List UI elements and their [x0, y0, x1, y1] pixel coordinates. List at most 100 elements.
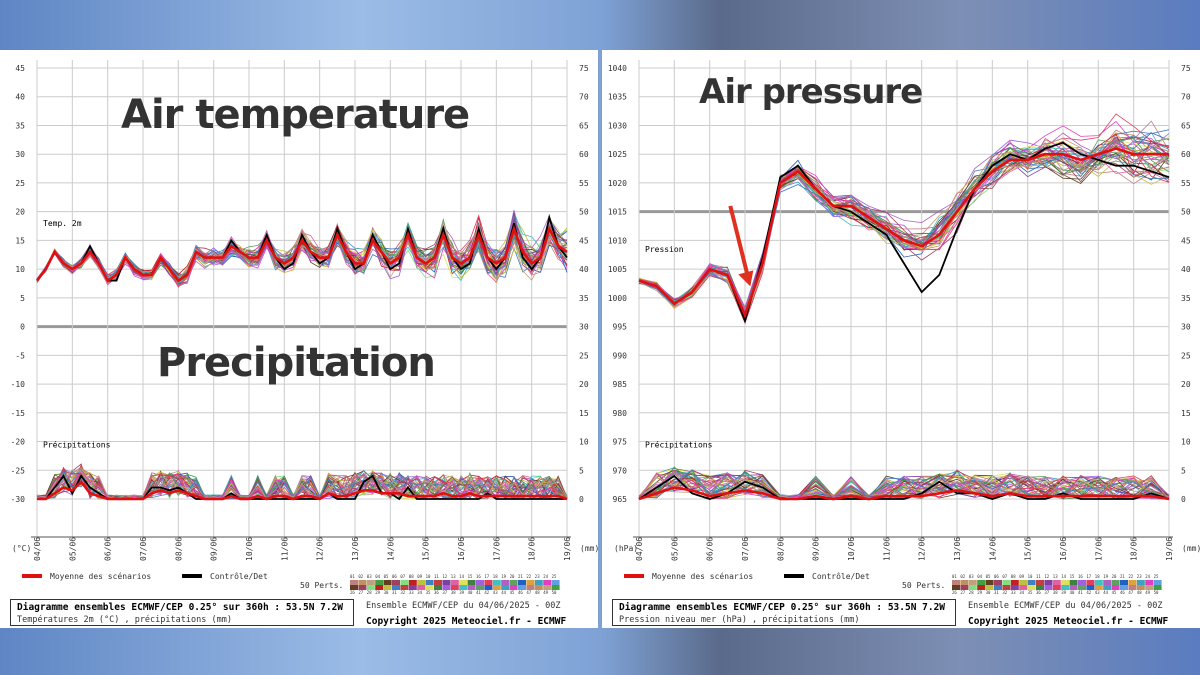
- member-number: 35: [1028, 590, 1033, 595]
- y-tick-label: 990: [613, 351, 628, 360]
- member-number: 45: [1112, 590, 1117, 595]
- member-color-swatch: [1010, 580, 1019, 585]
- y2-tick-label: 15: [1181, 409, 1191, 418]
- member-number: 18: [493, 574, 498, 579]
- member-number: 49: [543, 590, 548, 595]
- ensemble-member-precip-line: [638, 473, 1170, 500]
- member-number: 22: [526, 574, 531, 579]
- ensemble-member-line: [638, 142, 1170, 321]
- member-number: 47: [1128, 590, 1133, 595]
- member-number: 05: [986, 574, 991, 579]
- date-tick-label: 16/06: [1059, 537, 1068, 561]
- member-color-swatch: [968, 585, 977, 590]
- y-tick-label: 20: [15, 208, 25, 217]
- member-number: 38: [1053, 590, 1058, 595]
- member-color-swatch: [534, 585, 543, 590]
- member-number: 32: [400, 590, 405, 595]
- member-color-swatch: [960, 580, 969, 585]
- member-number: 11: [1036, 574, 1041, 579]
- y2-tick-label: 15: [579, 409, 589, 418]
- member-number: 11: [434, 574, 439, 579]
- member-number: 20: [510, 574, 515, 579]
- ensemble-member-precip-line: [638, 470, 1170, 500]
- y2-tick-label: 5: [579, 466, 584, 475]
- date-tick-label: 17/06: [492, 537, 501, 561]
- y-tick-label: 985: [613, 380, 628, 389]
- member-number: 13: [451, 574, 456, 579]
- y-tick-label: -5: [15, 351, 25, 360]
- member-number: 43: [1095, 590, 1100, 595]
- y-tick-label: -30: [11, 495, 26, 504]
- member-number: 07: [400, 574, 405, 579]
- ensemble-member-precip-line: [36, 469, 568, 500]
- member-number: 18: [1095, 574, 1100, 579]
- member-color-swatch: [392, 585, 400, 590]
- member-color-swatch: [1145, 580, 1154, 585]
- member-number: 13: [1053, 574, 1058, 579]
- y2-tick-label: 70: [1181, 93, 1191, 102]
- member-color-swatch: [968, 580, 977, 585]
- y-tick-label: 35: [15, 121, 25, 130]
- member-number: 27: [960, 590, 965, 595]
- member-color-swatch: [952, 580, 960, 585]
- member-number: 44: [501, 590, 506, 595]
- member-number: 38: [451, 590, 456, 595]
- y-tick-label: 25: [15, 179, 25, 188]
- member-color-swatch: [960, 585, 969, 590]
- info-line1: Diagramme ensembles ECMWF/CEP 0.25° sur …: [17, 602, 344, 613]
- member-number: 23: [1137, 574, 1142, 579]
- member-color-swatch: [551, 580, 560, 585]
- member-number: 39: [1061, 590, 1066, 595]
- member-color-swatch: [484, 580, 493, 585]
- member-color-swatch: [1010, 585, 1019, 590]
- precip-label: Précipitations: [43, 439, 111, 449]
- member-color-swatch: [1153, 580, 1162, 585]
- member-number: 02: [960, 574, 965, 579]
- member-color-swatch: [551, 585, 560, 590]
- member-number: 08: [1011, 574, 1016, 579]
- date-tick-label: 13/06: [953, 537, 962, 561]
- member-color-swatch: [442, 585, 451, 590]
- member-number: 21: [518, 574, 523, 579]
- ensemble-member-line: [638, 153, 1170, 315]
- member-number: 50: [1154, 590, 1159, 595]
- member-color-swatch: [358, 585, 367, 590]
- member-number: 19: [1103, 574, 1108, 579]
- y-tick-label: -10: [11, 380, 26, 389]
- member-color-swatch: [366, 585, 375, 590]
- member-color-swatch: [417, 580, 426, 585]
- member-color-swatch: [1103, 580, 1112, 585]
- y-tick-label: 30: [15, 150, 25, 159]
- run-label: Ensemble ECMWF/CEP du 04/06/2025 - 00Z: [366, 601, 561, 611]
- member-color-swatch: [1086, 580, 1095, 585]
- member-number: 35: [426, 590, 431, 595]
- member-number: 49: [1145, 590, 1150, 595]
- y2-tick-label: 10: [579, 438, 589, 447]
- y2-tick-label: 35: [1181, 294, 1191, 303]
- date-tick-label: 04/06: [635, 537, 644, 561]
- annotation-arrow-shaft: [728, 205, 751, 279]
- member-number: 50: [552, 590, 557, 595]
- info-line2: Températures 2m (°C) , précipitations (m…: [17, 615, 232, 625]
- y-tick-label: 1000: [608, 294, 627, 303]
- member-color-swatch: [450, 580, 459, 585]
- member-color-swatch: [476, 580, 484, 585]
- member-number: 34: [1019, 590, 1024, 595]
- member-number: 19: [501, 574, 506, 579]
- member-color-swatch: [459, 580, 468, 585]
- y-tick-label: 1005: [608, 265, 627, 274]
- pressure-chart-panel: 1040 1035 1030 1025 1020 1015 1010 1005 1000 995 9…: [602, 50, 1200, 628]
- member-number: 42: [484, 590, 489, 595]
- precip-label: Précipitations: [645, 439, 713, 449]
- title-air-temperature: Air temperature: [121, 92, 470, 138]
- member-color-swatch: [350, 580, 358, 585]
- member-number: 25: [552, 574, 557, 579]
- member-number: 46: [518, 590, 523, 595]
- member-number: 46: [1120, 590, 1125, 595]
- date-tick-label: 19/06: [1165, 537, 1174, 561]
- member-number: 33: [1011, 590, 1016, 595]
- legend-control-label: Contrôle/Det: [812, 571, 870, 581]
- y-tick-label: 1040: [608, 64, 627, 73]
- legend-mean-label: Moyenne des scénarios: [652, 571, 753, 581]
- y-tick-label: 40: [15, 93, 25, 102]
